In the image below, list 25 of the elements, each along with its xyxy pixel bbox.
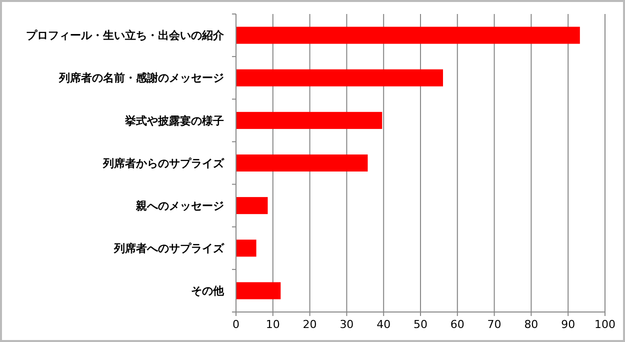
x-tick-label: 100 xyxy=(594,318,616,331)
x-tick-label: 20 xyxy=(302,318,317,331)
x-tick-label: 70 xyxy=(487,318,502,331)
bar xyxy=(236,26,580,44)
bar xyxy=(236,197,268,214)
x-tick-label: 80 xyxy=(524,318,538,331)
bar xyxy=(236,282,281,300)
x-tick-label: 50 xyxy=(414,318,428,331)
bar xyxy=(236,69,444,86)
bar xyxy=(236,112,382,129)
x-tick-label: 90 xyxy=(561,318,576,331)
bar xyxy=(236,240,256,257)
x-tick-label: 60 xyxy=(450,318,464,331)
x-tick-label: 0 xyxy=(232,318,240,331)
x-tick-label: 10 xyxy=(266,318,280,331)
bar xyxy=(236,154,368,172)
y-tick-label: その他 xyxy=(191,284,225,298)
y-tick-label: 列席者からのサプライズ xyxy=(102,156,225,170)
y-tick-label: プロフィール・生い立ち・出会いの紹介 xyxy=(26,29,225,42)
y-tick-label: 列席者へのサプライズ xyxy=(113,242,225,255)
y-tick-label: 列席者の名前・感謝のメッセージ xyxy=(58,72,224,85)
x-tick-label: 30 xyxy=(340,318,354,331)
y-tick-label: 挙式や披露宴の様子 xyxy=(124,114,224,128)
y-tick-label: 親へのメッセージ xyxy=(135,199,224,212)
x-tick-label: 40 xyxy=(376,318,391,331)
